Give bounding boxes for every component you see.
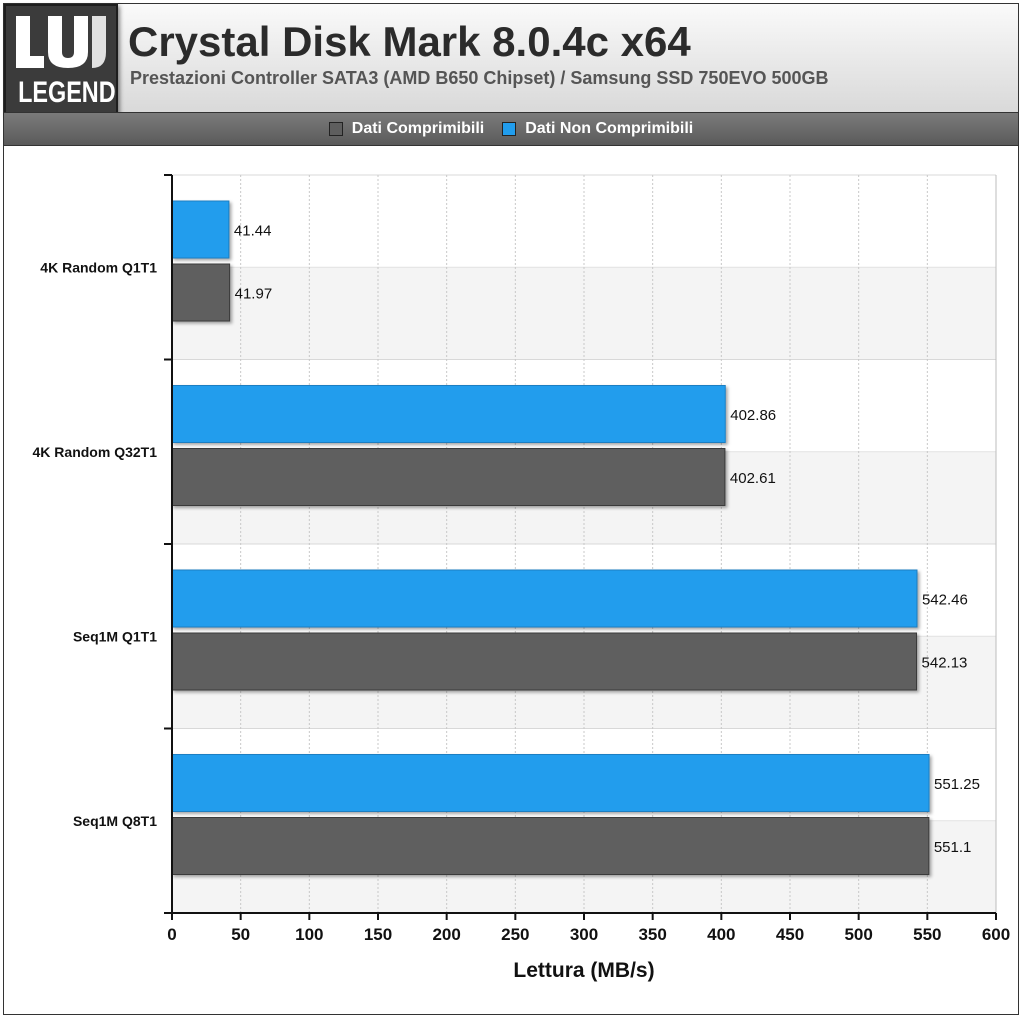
x-tick-label: 0 <box>167 925 176 944</box>
chart-subtitle: Prestazioni Controller SATA3 (AMD B650 C… <box>130 68 829 88</box>
data-label: 41.97 <box>235 286 273 303</box>
data-label: 402.61 <box>730 470 776 487</box>
logo: LEGEND <box>4 4 118 116</box>
legend-swatch-non-compressible <box>502 122 517 136</box>
legend-swatch-compressible <box>328 122 343 136</box>
category-label: 4K Random Q32T1 <box>33 444 158 460</box>
gridlines <box>240 175 997 913</box>
x-tick-label: 50 <box>231 925 250 944</box>
data-label: 542.46 <box>922 592 968 609</box>
bar <box>171 200 230 259</box>
bar <box>171 632 918 691</box>
x-tick-label: 350 <box>638 925 666 944</box>
legend-label-non-compressible: Dati Non Comprimibili <box>525 120 694 137</box>
data-label: 402.86 <box>730 407 776 424</box>
category-label: 4K Random Q1T1 <box>40 259 157 275</box>
data-label: 542.13 <box>922 655 968 672</box>
x-tick-label: 600 <box>982 925 1010 944</box>
category-label: Seq1M Q8T1 <box>73 813 157 829</box>
bar <box>171 569 918 628</box>
x-tick-label: 550 <box>913 925 941 944</box>
bars: 41.44 41.97 402.86 402.61 542.46 542.13 551.25… <box>171 200 980 875</box>
row-background <box>172 267 996 360</box>
data-label: 551.25 <box>934 776 980 793</box>
logo-text: LEGEND <box>18 76 116 109</box>
bar <box>171 263 231 322</box>
bar <box>171 754 930 812</box>
chart-title: Crystal Disk Mark 8.0.4c x64 <box>128 18 691 65</box>
x-tick-label: 500 <box>844 925 872 944</box>
x-tick-label: 150 <box>364 925 392 944</box>
data-label: 41.44 <box>234 223 272 240</box>
axes: 4K Random Q1T1 4K Random Q32T1 Seq1M Q1T1 S… <box>33 174 1010 944</box>
legend: Dati Comprimibili Dati Non Comprimibili <box>4 112 1018 146</box>
x-tick-label: 400 <box>707 925 735 944</box>
x-tick-label: 450 <box>776 925 804 944</box>
data-label: 551.1 <box>934 839 972 856</box>
x-axis-label: Lettura (MB/s) <box>513 959 654 982</box>
category-label: Seq1M Q1T1 <box>73 628 157 644</box>
legend-label-compressible: Dati Comprimibili <box>351 120 485 137</box>
x-tick-label: 250 <box>501 925 529 944</box>
x-tick-label: 100 <box>295 925 323 944</box>
chart-header <box>4 4 1018 113</box>
legend-item-compressible: Dati Comprimibili <box>328 120 485 138</box>
bar <box>171 817 930 875</box>
bar <box>171 448 726 506</box>
bar <box>171 385 726 443</box>
logo-mark-icon <box>16 16 106 68</box>
x-tick-label: 300 <box>570 925 598 944</box>
legend-item-non-compressible: Dati Non Comprimibili <box>502 120 693 138</box>
x-tick-label: 200 <box>432 925 460 944</box>
